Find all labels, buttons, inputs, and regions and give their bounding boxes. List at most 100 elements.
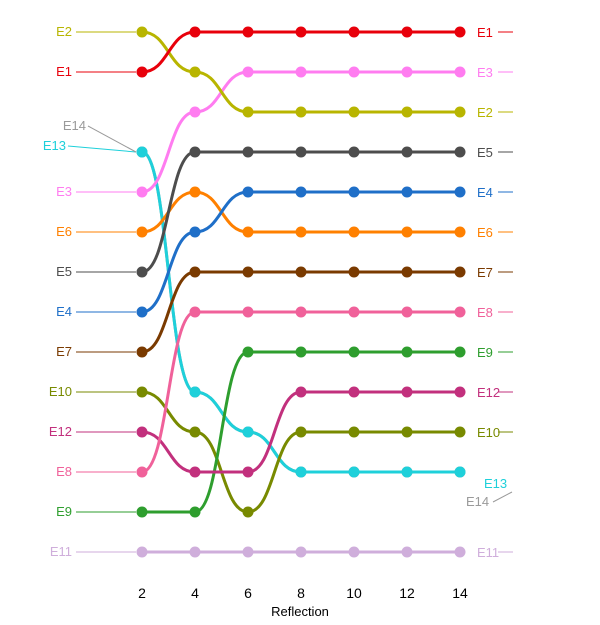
right-labels: E1 E2 E3 E4 E5 E6 E7 E8 E9 E10 E11 E12 E13 E14 bbox=[466, 25, 513, 560]
right-label-e11: E11 bbox=[477, 545, 499, 560]
point-e5-x10 bbox=[348, 146, 360, 158]
point-e6-x6 bbox=[242, 226, 254, 238]
series-points bbox=[136, 26, 466, 558]
point-e1-x10 bbox=[348, 26, 360, 38]
point-e4-x4 bbox=[189, 226, 201, 238]
point-e12-x10 bbox=[348, 386, 360, 398]
right-label-e6: E6 bbox=[477, 225, 493, 240]
point-e4-x6 bbox=[242, 186, 254, 198]
right-label-e14: E14 bbox=[466, 494, 489, 509]
point-e8-x10 bbox=[348, 306, 360, 318]
point-e2-x14 bbox=[454, 106, 466, 118]
point-e2-x12 bbox=[401, 106, 413, 118]
point-e13-x4 bbox=[189, 386, 201, 398]
point-e11-x14 bbox=[454, 546, 466, 558]
point-e13-x6 bbox=[242, 426, 254, 438]
left-label-e2: E2 bbox=[56, 24, 72, 39]
point-e8-x8 bbox=[295, 306, 307, 318]
line-e10 bbox=[141, 390, 460, 514]
left-label-e10: E10 bbox=[49, 384, 72, 399]
point-e6-x10 bbox=[348, 226, 360, 238]
right-label-e2: E2 bbox=[477, 105, 493, 120]
point-e7-x6 bbox=[242, 266, 254, 278]
left-label-e12: E12 bbox=[49, 424, 72, 439]
point-e8-x12 bbox=[401, 306, 413, 318]
point-e13-x2 bbox=[136, 146, 148, 158]
point-e2-x6 bbox=[242, 106, 254, 118]
x-tick-12: 12 bbox=[399, 585, 415, 601]
point-e11-x12 bbox=[401, 546, 413, 558]
right-label-e8: E8 bbox=[477, 305, 493, 320]
point-e11-x6 bbox=[242, 546, 254, 558]
x-tick-2: 2 bbox=[138, 585, 146, 601]
right-label-e7: E7 bbox=[477, 265, 493, 280]
point-e1-x8 bbox=[295, 26, 307, 38]
x-tick-4: 4 bbox=[191, 585, 199, 601]
left-label-e4: E4 bbox=[56, 304, 72, 319]
point-e4-x2 bbox=[136, 306, 148, 318]
point-e5-x8 bbox=[295, 146, 307, 158]
point-e10-x10 bbox=[348, 426, 360, 438]
point-e5-x4 bbox=[189, 146, 201, 158]
point-e12-x8 bbox=[295, 386, 307, 398]
point-e13-x12 bbox=[401, 466, 413, 478]
point-e6-x2 bbox=[136, 226, 148, 238]
point-e1-x12 bbox=[401, 26, 413, 38]
point-e1-x2 bbox=[136, 66, 148, 78]
right-label-e3: E3 bbox=[477, 65, 493, 80]
x-tick-6: 6 bbox=[244, 585, 252, 601]
left-label-e5: E5 bbox=[56, 264, 72, 279]
point-e9-x2 bbox=[136, 506, 148, 518]
point-e2-x4 bbox=[189, 66, 201, 78]
point-e1-x4 bbox=[189, 26, 201, 38]
point-e9-x14 bbox=[454, 346, 466, 358]
left-label-e3: E3 bbox=[56, 184, 72, 199]
point-e9-x6 bbox=[242, 346, 254, 358]
line-e4 bbox=[141, 190, 460, 314]
right-label-e13: E13 bbox=[484, 476, 507, 491]
point-e10-x14 bbox=[454, 426, 466, 438]
right-label-e1: E1 bbox=[477, 25, 493, 40]
line-e5 bbox=[141, 150, 460, 274]
left-label-e6: E6 bbox=[56, 224, 72, 239]
point-e3-x14 bbox=[454, 66, 466, 78]
point-e6-x14 bbox=[454, 226, 466, 238]
left-label-e11: E11 bbox=[50, 544, 72, 559]
right-label-e12: E12 bbox=[477, 385, 500, 400]
point-e1-x14 bbox=[454, 26, 466, 38]
point-e9-x8 bbox=[295, 346, 307, 358]
point-e4-x8 bbox=[295, 186, 307, 198]
point-e10-x8 bbox=[295, 426, 307, 438]
point-e12-x14 bbox=[454, 386, 466, 398]
point-e9-x12 bbox=[401, 346, 413, 358]
point-e6-x4 bbox=[189, 186, 201, 198]
point-e5-x2 bbox=[136, 266, 148, 278]
point-e8-x2 bbox=[136, 466, 148, 478]
point-e6-x8 bbox=[295, 226, 307, 238]
point-e5-x6 bbox=[242, 146, 254, 158]
line-e3 bbox=[141, 70, 460, 194]
right-label-e4: E4 bbox=[477, 185, 493, 200]
left-label-e8: E8 bbox=[56, 464, 72, 479]
x-tick-10: 10 bbox=[346, 585, 362, 601]
x-axis-ticks: 2 4 6 8 10 12 14 bbox=[138, 585, 468, 601]
point-e3-x2 bbox=[136, 186, 148, 198]
point-e4-x12 bbox=[401, 186, 413, 198]
point-e1-x6 bbox=[242, 26, 254, 38]
point-e7-x10 bbox=[348, 266, 360, 278]
point-e7-x2 bbox=[136, 346, 148, 358]
point-e13-x8 bbox=[295, 466, 307, 478]
point-e3-x10 bbox=[348, 66, 360, 78]
point-e5-x12 bbox=[401, 146, 413, 158]
left-leader-e13 bbox=[67, 145, 137, 153]
left-label-e7: E7 bbox=[56, 344, 72, 359]
point-e9-x4 bbox=[189, 506, 201, 518]
point-e13-x10 bbox=[348, 466, 360, 478]
point-e11-x2 bbox=[136, 546, 148, 558]
point-e10-x6 bbox=[242, 506, 254, 518]
point-e13-x14 bbox=[454, 466, 466, 478]
point-e5-x14 bbox=[454, 146, 466, 158]
point-e11-x4 bbox=[189, 546, 201, 558]
x-axis-title: Reflection bbox=[271, 604, 329, 619]
